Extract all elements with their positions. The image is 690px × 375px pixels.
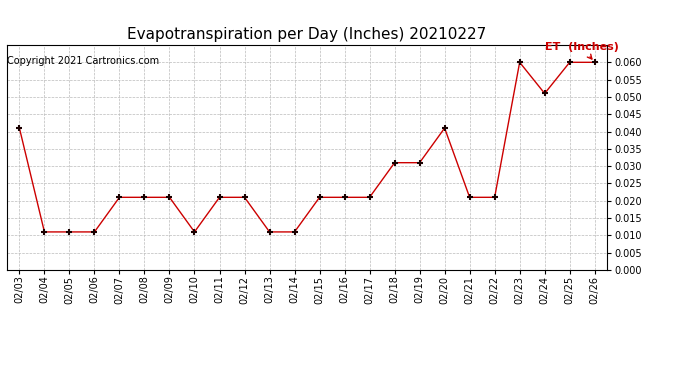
Text: ET  (Inches): ET (Inches) bbox=[544, 42, 618, 59]
Text: Copyright 2021 Cartronics.com: Copyright 2021 Cartronics.com bbox=[7, 56, 159, 66]
Title: Evapotranspiration per Day (Inches) 20210227: Evapotranspiration per Day (Inches) 2021… bbox=[128, 27, 486, 42]
